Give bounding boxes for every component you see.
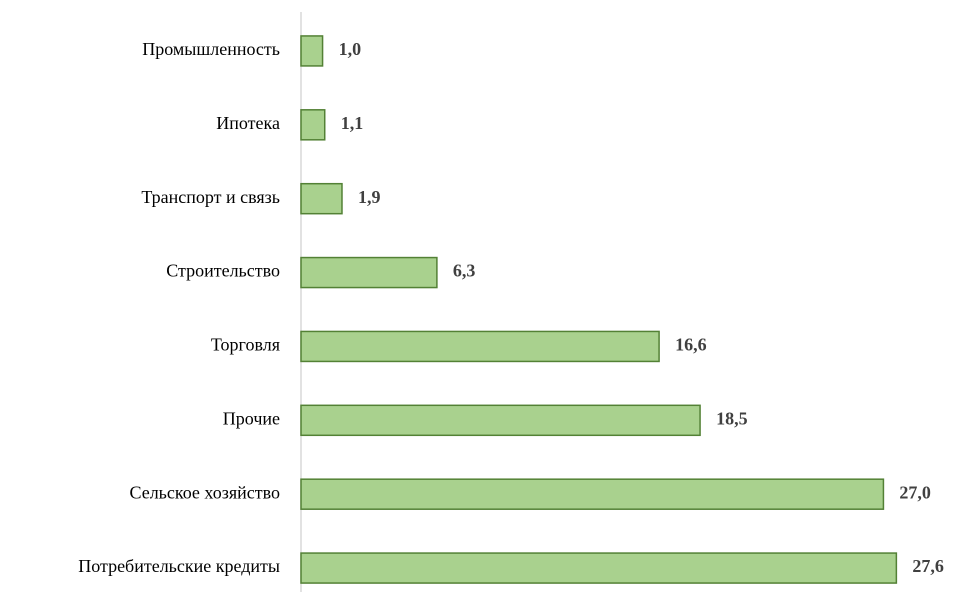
- value-label: 6,3: [453, 261, 476, 281]
- value-label: 16,6: [675, 335, 707, 355]
- category-label: Торговля: [211, 335, 280, 355]
- bar: [300, 552, 898, 584]
- bar: [300, 404, 701, 437]
- value-label: 1,1: [341, 113, 364, 133]
- bar: [300, 478, 885, 510]
- category-label: Потребительские кредиты: [78, 556, 280, 576]
- bar: [300, 109, 326, 141]
- category-label: Прочие: [223, 408, 280, 428]
- category-label: Сельское хозяйство: [129, 482, 280, 502]
- value-label: 1,0: [339, 39, 362, 59]
- category-label: Промышленность: [142, 39, 280, 59]
- category-label: Ипотека: [216, 113, 280, 133]
- category-label: Строительство: [166, 261, 280, 281]
- bar: [300, 182, 343, 215]
- bar: [300, 330, 660, 363]
- value-label: 18,5: [716, 408, 748, 428]
- category-label: Транспорт и связь: [141, 187, 280, 207]
- bar: [300, 256, 438, 289]
- bar: [300, 35, 324, 67]
- value-label: 1,9: [358, 187, 381, 207]
- value-label: 27,6: [912, 556, 944, 576]
- value-label: 27,0: [899, 482, 931, 502]
